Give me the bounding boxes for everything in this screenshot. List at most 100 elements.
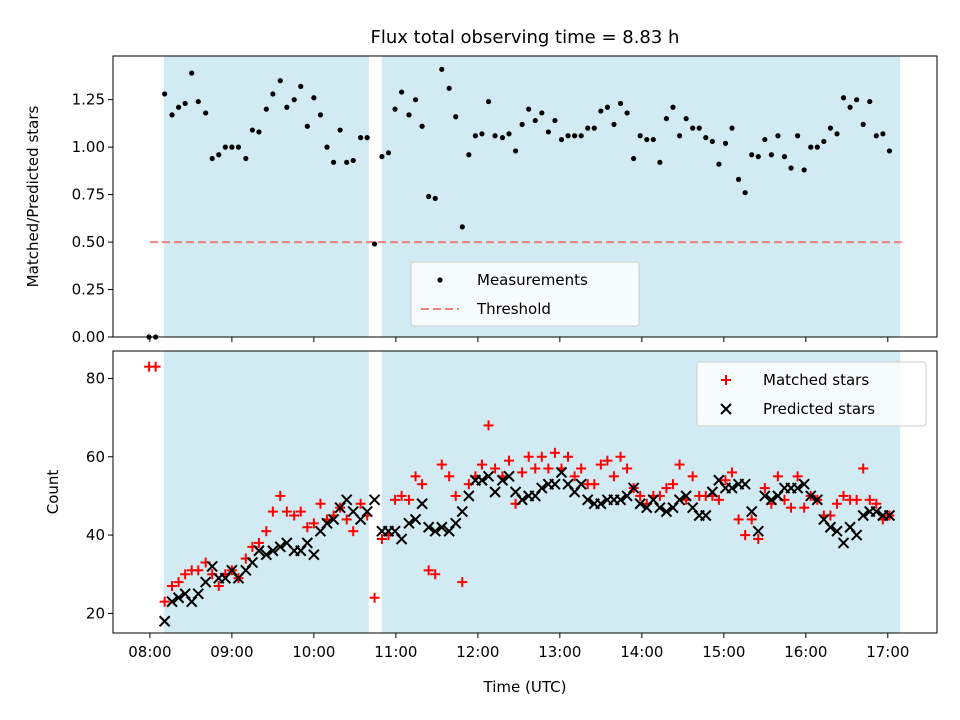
data-point <box>430 569 441 580</box>
data-point <box>598 108 604 114</box>
data-point <box>781 154 788 160</box>
data-point <box>759 490 771 502</box>
data-point <box>644 136 650 143</box>
data-point <box>175 104 182 110</box>
data-point <box>270 91 276 97</box>
data-point <box>657 159 663 165</box>
data-point <box>243 155 249 162</box>
data-point <box>419 123 425 129</box>
data-point <box>667 479 678 490</box>
y-tick-label: 40 <box>86 526 105 544</box>
data-point <box>450 517 462 530</box>
data-point <box>277 78 283 84</box>
data-point <box>775 133 781 139</box>
data-point <box>627 482 640 494</box>
y-tick-label: 80 <box>86 369 105 387</box>
legend-swatch <box>437 277 443 283</box>
data-point <box>831 525 843 537</box>
data-point <box>485 98 492 105</box>
x-tick-label: 17:00 <box>866 643 909 661</box>
data-point <box>700 509 712 522</box>
data-point <box>851 494 862 505</box>
data-point <box>275 490 286 501</box>
data-point <box>496 474 509 486</box>
data-point <box>713 494 724 505</box>
data-point <box>824 521 837 533</box>
chart-title: Flux total observing time = 8.83 h <box>371 27 680 48</box>
data-point <box>472 133 478 139</box>
data-point <box>576 463 587 474</box>
data-point <box>637 133 643 139</box>
data-point <box>762 136 768 143</box>
data-point <box>348 526 359 537</box>
data-point <box>611 121 617 127</box>
data-point <box>399 89 405 95</box>
data-point <box>376 534 387 544</box>
data-point <box>308 518 319 529</box>
data-point <box>284 104 290 110</box>
data-point <box>676 133 683 139</box>
data-point <box>883 509 896 522</box>
data-point <box>450 490 461 501</box>
data-point <box>765 494 778 506</box>
data-point <box>660 505 673 518</box>
data-point <box>432 195 438 201</box>
predicted-stars-series <box>158 466 896 627</box>
data-point <box>808 144 814 150</box>
data-point <box>526 106 532 112</box>
data-point <box>492 133 498 139</box>
data-point <box>735 176 742 183</box>
data-point <box>858 463 869 474</box>
data-point <box>235 144 242 150</box>
data-point <box>330 159 337 165</box>
data-point <box>834 131 840 137</box>
data-point <box>390 494 401 505</box>
data-point <box>867 98 873 105</box>
data-point <box>791 482 804 494</box>
data-point <box>256 129 262 135</box>
data-point <box>295 506 306 517</box>
data-point <box>654 501 666 514</box>
y-tick-label: 0.50 <box>72 233 105 251</box>
data-point <box>446 85 452 91</box>
data-point <box>742 190 748 196</box>
data-point <box>406 112 412 118</box>
legend-box <box>410 261 640 327</box>
data-point <box>831 498 842 509</box>
data-point <box>169 112 175 118</box>
data-point <box>860 121 866 127</box>
data-point <box>585 125 591 131</box>
data-point <box>837 537 850 549</box>
data-point <box>746 514 757 525</box>
data-point <box>444 471 455 482</box>
data-point <box>591 125 597 131</box>
top-y-ticks: 0.00 0.25 0.50 0.75 1.00 1.25 <box>72 91 113 346</box>
data-point <box>850 529 863 541</box>
data-point <box>840 95 847 101</box>
data-point <box>575 478 587 490</box>
top-y-axis-label: Matched/Predicted stars <box>24 106 42 288</box>
data-point <box>519 121 525 127</box>
data-point <box>680 490 692 502</box>
data-point <box>565 133 571 139</box>
data-point <box>870 505 883 518</box>
data-point <box>302 522 313 533</box>
top-x-ticks <box>149 337 889 342</box>
data-point <box>506 131 512 137</box>
data-point <box>479 131 485 137</box>
legend-box <box>696 361 927 427</box>
x-axis-label: Time (UTC) <box>483 678 567 696</box>
data-point <box>409 513 422 526</box>
data-point <box>792 471 803 482</box>
data-point <box>558 136 565 143</box>
data-point <box>344 159 350 165</box>
data-point <box>727 467 738 478</box>
data-point <box>827 125 834 131</box>
data-point <box>635 490 646 501</box>
data-point <box>158 615 171 627</box>
data-point <box>690 125 696 131</box>
data-point <box>426 193 432 200</box>
data-point <box>752 525 764 537</box>
x-tick-label: 10:00 <box>292 643 335 661</box>
data-point <box>192 588 204 600</box>
